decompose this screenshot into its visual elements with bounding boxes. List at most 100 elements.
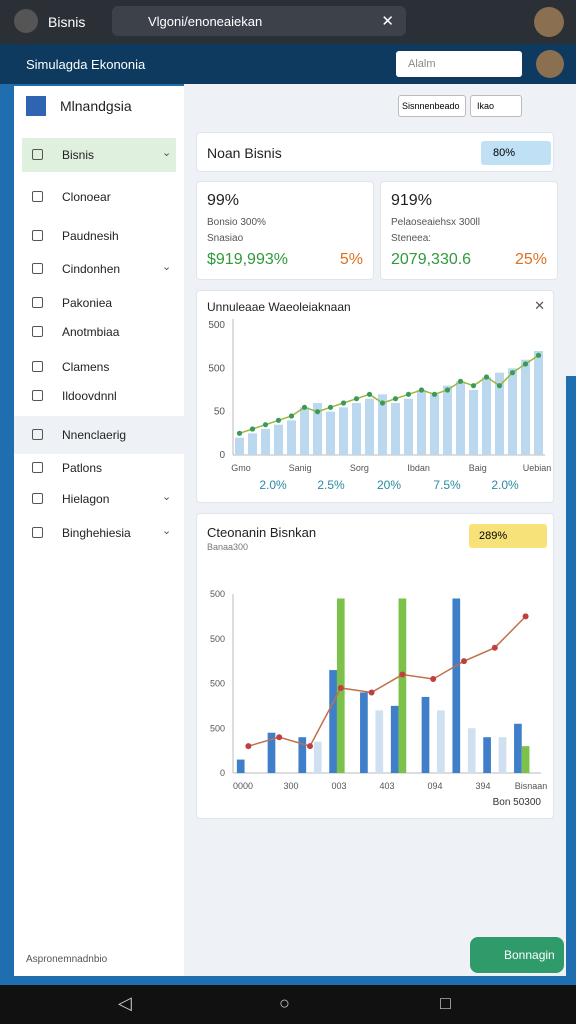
close-icon[interactable]: ✕	[534, 298, 545, 313]
bar	[298, 737, 307, 773]
bar	[365, 398, 374, 455]
bar	[267, 732, 276, 773]
point	[461, 658, 467, 665]
menu-item[interactable]: Clonoear	[62, 190, 111, 204]
point	[245, 743, 252, 750]
x-tick-label: Uebian	[523, 463, 552, 473]
avatar[interactable]	[534, 7, 564, 37]
point	[368, 689, 375, 696]
bar	[534, 351, 543, 455]
chevron: ⌄	[162, 147, 172, 159]
chevron: ⌄	[162, 491, 172, 503]
url-field[interactable]: Vlgoni/enoneaiekan ✕	[112, 6, 406, 36]
bar	[360, 692, 368, 773]
bar	[326, 411, 335, 455]
menu-item[interactable]: Anotmbiaa	[62, 325, 120, 339]
chart-card: Unnuleaae Waeoleiaknaan ✕ 500 500 50 0 Gmo Sa…	[196, 290, 554, 503]
back-button[interactable]	[14, 9, 38, 33]
nav-home[interactable]: ○	[279, 993, 290, 1013]
point	[379, 400, 386, 406]
bar	[235, 437, 244, 455]
y-tick-label: 500	[210, 634, 225, 644]
stat-card: 99% Bonsio 300% Snasiao $919,993% 5%	[196, 181, 374, 280]
toolbar-button[interactable]: Ikao	[470, 95, 522, 117]
bar	[313, 741, 322, 773]
menu-icon	[32, 462, 43, 473]
close-icon[interactable]: ✕	[381, 13, 394, 30]
stat-value: 99%	[207, 192, 240, 209]
stat-amount: $919,993%	[207, 251, 288, 268]
nav-recent[interactable]: □	[440, 993, 451, 1013]
menu-icon	[32, 326, 43, 337]
menu-item[interactable]: Binghehiesia	[62, 526, 131, 540]
y-tick-label: 500	[210, 723, 225, 733]
action-button[interactable]: Bonnagin	[470, 937, 564, 973]
menu-item[interactable]: Hielagon	[62, 492, 110, 506]
point	[340, 400, 347, 406]
y-tick-label: 500	[208, 363, 225, 374]
bar	[467, 728, 476, 773]
bar	[398, 598, 407, 773]
bar	[390, 705, 399, 773]
point	[491, 644, 498, 651]
bar	[261, 429, 270, 455]
header-card: Noan Bisnis 80%	[196, 132, 554, 172]
point	[399, 671, 406, 678]
app-title: Simulagda Ekononia	[26, 57, 146, 72]
x-tick-label: 300	[283, 781, 298, 791]
menu-item[interactable]: Bisnis	[62, 148, 95, 162]
menu-icon	[32, 297, 43, 308]
stat-label: Bonsio 300%	[207, 217, 266, 228]
x-tick-label: 094	[427, 781, 442, 791]
line	[239, 354, 539, 435]
search-field[interactable]: Alalm	[396, 51, 522, 77]
bar	[430, 394, 439, 455]
x-tick-label: Sanig	[289, 463, 312, 473]
toolbar-button[interactable]: Sisnnenbeado	[398, 95, 466, 117]
point	[262, 422, 269, 428]
menu-item[interactable]: Patlons	[62, 461, 103, 475]
x-sublabel: 2.5%	[317, 478, 345, 492]
chart-footer: Bon 50300	[493, 797, 542, 808]
bar	[508, 368, 517, 455]
nav-back[interactable]: ◁	[118, 993, 132, 1013]
y-tick-label: 0	[220, 768, 225, 778]
bar	[300, 407, 309, 455]
menu-item[interactable]: Nnenclaerig	[62, 428, 127, 442]
bar	[437, 710, 445, 773]
menu-icon	[32, 527, 43, 538]
bar	[483, 737, 491, 773]
menu-item[interactable]: Ildoovdnnl	[62, 389, 117, 403]
brand: Mlnandgsia	[60, 98, 132, 114]
y-tick-label: 500	[208, 320, 225, 331]
bar	[456, 381, 465, 455]
card-title: Noan Bisnis	[207, 145, 282, 161]
x-tick-label: 403	[379, 781, 394, 791]
bar	[329, 670, 337, 773]
menu-item[interactable]: Paudnesih	[62, 229, 119, 243]
badge[interactable]: 80%	[481, 141, 551, 165]
bar	[452, 598, 461, 773]
point	[522, 613, 529, 620]
bar	[313, 403, 322, 455]
menu-icon	[32, 361, 43, 372]
menu-item[interactable]: Clamens	[62, 360, 110, 374]
x-tick-label: 394	[475, 781, 490, 791]
y-tick-label: 0	[219, 450, 225, 461]
x-tick-label: Sorg	[350, 463, 369, 473]
badge[interactable]: 289%	[469, 524, 547, 548]
point	[496, 383, 503, 389]
bar	[352, 403, 361, 455]
app-header: Simulagda Ekononia Alalm	[0, 44, 576, 84]
point	[275, 417, 282, 423]
stat-label: Snasiao	[207, 233, 244, 244]
menu-icon	[32, 429, 43, 440]
menu-item[interactable]: Pakoniea	[62, 296, 113, 310]
menu-item[interactable]: Cindonhen	[62, 262, 121, 276]
menu-icon	[32, 263, 43, 274]
bar	[248, 433, 257, 455]
bar	[236, 759, 245, 773]
avatar[interactable]	[536, 50, 564, 78]
brand-logo	[26, 96, 46, 116]
